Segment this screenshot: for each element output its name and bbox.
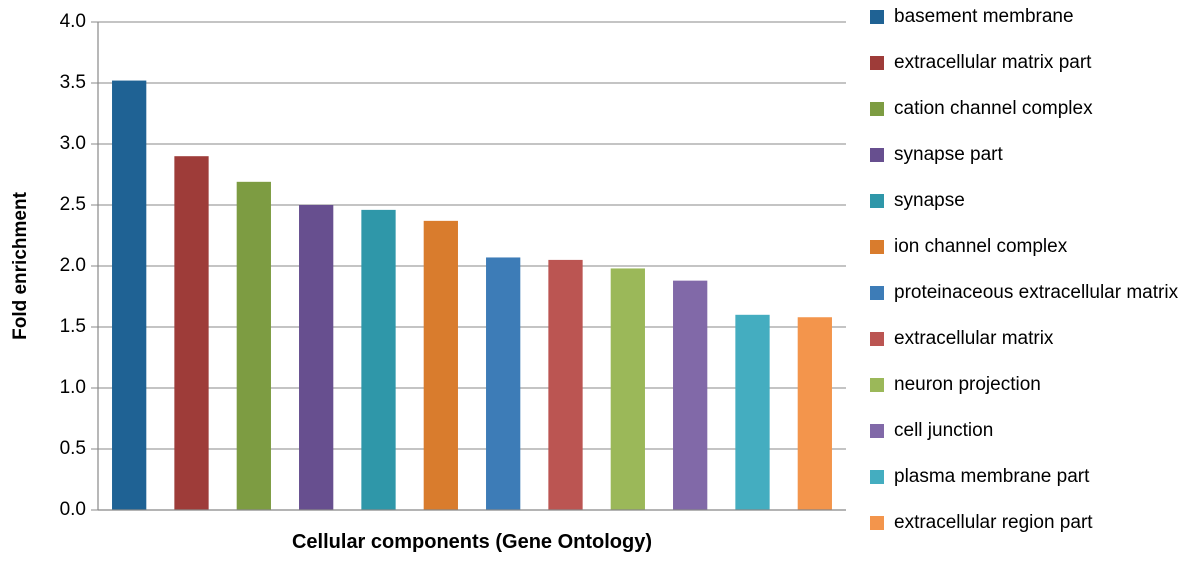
- figure-container: 0.0 0.5 1.0 1.5 2.0 2.5 3.0 3.5 4.0 Fold enrichme…: [0, 0, 1200, 564]
- legend-item: extracellular region part: [870, 512, 1178, 534]
- legend-swatch: [870, 102, 884, 116]
- legend-item: plasma membrane part: [870, 466, 1178, 488]
- legend-label: cation channel complex: [894, 98, 1093, 120]
- legend-item: cation channel complex: [870, 98, 1178, 120]
- legend-label: extracellular region part: [894, 512, 1093, 534]
- y-axis-label: Fold enrichment: [10, 191, 31, 339]
- legend-item: neuron projection: [870, 374, 1178, 396]
- bar: [424, 221, 458, 510]
- bar: [299, 205, 333, 510]
- legend-label: ion channel complex: [894, 236, 1067, 258]
- legend-swatch: [870, 378, 884, 392]
- legend-swatch: [870, 516, 884, 530]
- y-tick-label: 1.5: [60, 316, 86, 337]
- legend-label: neuron projection: [894, 374, 1041, 396]
- bar: [486, 257, 520, 510]
- legend-label: proteinaceous extracellular matrix: [894, 282, 1178, 304]
- y-tick-label: 1.0: [60, 377, 86, 398]
- legend-label: plasma membrane part: [894, 466, 1089, 488]
- bar: [735, 315, 769, 510]
- legend: basement membrane extracellular matrix pa…: [870, 6, 1178, 558]
- legend-item: ion channel complex: [870, 236, 1178, 258]
- legend-swatch: [870, 10, 884, 24]
- y-tick-label: 3.0: [60, 133, 86, 154]
- legend-swatch: [870, 194, 884, 208]
- bar: [673, 281, 707, 510]
- legend-swatch: [870, 240, 884, 254]
- legend-item: proteinaceous extracellular matrix: [870, 282, 1178, 304]
- legend-item: extracellular matrix part: [870, 52, 1178, 74]
- bar-chart: 0.0 0.5 1.0 1.5 2.0 2.5 3.0 3.5 4.0 Fold enrichme…: [0, 0, 870, 564]
- legend-swatch: [870, 286, 884, 300]
- y-tick-label: 2.0: [60, 255, 86, 276]
- legend-swatch: [870, 470, 884, 484]
- legend-label: extracellular matrix part: [894, 52, 1091, 74]
- legend-item: extracellular matrix: [870, 328, 1178, 350]
- legend-swatch: [870, 148, 884, 162]
- bar: [361, 210, 395, 510]
- bar: [548, 260, 582, 510]
- bar: [798, 317, 832, 510]
- legend-item: cell junction: [870, 420, 1178, 442]
- legend-item: basement membrane: [870, 6, 1178, 28]
- bar: [611, 268, 645, 510]
- bar: [237, 182, 271, 510]
- legend-label: extracellular matrix: [894, 328, 1053, 350]
- y-tick-label: 3.5: [60, 72, 86, 93]
- y-tick-label: 4.0: [60, 11, 86, 32]
- y-tick-label: 0.0: [60, 499, 86, 520]
- legend-label: synapse part: [894, 144, 1003, 166]
- legend-item: synapse part: [870, 144, 1178, 166]
- legend-swatch: [870, 332, 884, 346]
- bar: [112, 81, 146, 510]
- x-axis-label: Cellular components (Gene Ontology): [292, 531, 652, 553]
- y-tick-label: 2.5: [60, 194, 86, 215]
- legend-item: synapse: [870, 190, 1178, 212]
- legend-swatch: [870, 56, 884, 70]
- legend-swatch: [870, 424, 884, 438]
- bar: [174, 156, 208, 510]
- y-tick-label: 0.5: [60, 438, 86, 459]
- legend-label: cell junction: [894, 420, 993, 442]
- legend-label: synapse: [894, 190, 965, 212]
- legend-label: basement membrane: [894, 6, 1074, 28]
